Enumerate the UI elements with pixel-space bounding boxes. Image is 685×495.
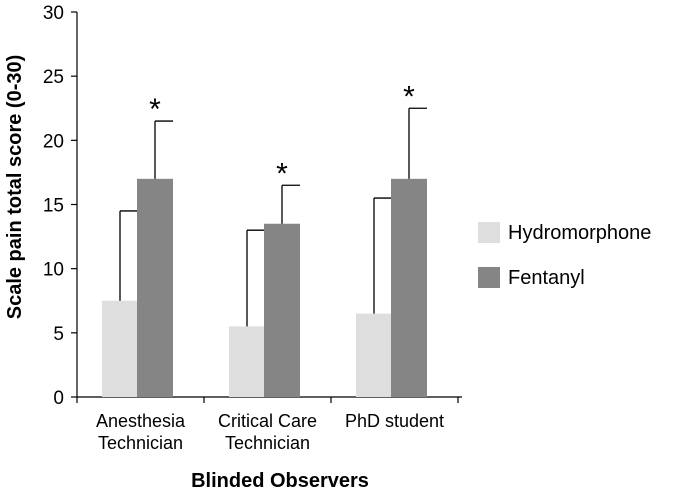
- bar-fentanyl: [391, 178, 427, 397]
- legend-label-hydromorphone: Hydromorphone: [508, 222, 651, 244]
- category-label: Technician: [225, 433, 310, 453]
- category-label: Technician: [98, 433, 183, 453]
- bar-hydromorphone: [356, 313, 392, 397]
- legend-swatch-hydromorphone: [478, 222, 500, 243]
- category-label: PhD student: [345, 411, 444, 431]
- legend-label-fentanyl: Fentanyl: [508, 267, 585, 289]
- y-tick-label: 15: [43, 196, 64, 217]
- y-tick-label: 30: [43, 3, 64, 24]
- y-tick-label: 0: [53, 388, 64, 409]
- significance-marker: *: [403, 80, 415, 113]
- bar-fentanyl: [137, 178, 173, 397]
- y-tick-label: 10: [43, 260, 64, 281]
- y-tick-label: 5: [53, 324, 64, 345]
- y-tick-label: 20: [43, 131, 64, 152]
- bar-fentanyl: [264, 223, 300, 397]
- bar-hydromorphone: [102, 300, 138, 397]
- x-axis-title: Blinded Observers: [191, 470, 369, 492]
- bar-hydromorphone: [229, 326, 265, 397]
- category-label: Anesthesia: [96, 411, 186, 431]
- y-tick-label: 25: [43, 67, 64, 88]
- significance-marker: *: [276, 157, 288, 190]
- y-axis-title: Scale pain total score (0-30): [4, 55, 26, 320]
- bars: * * *: [102, 80, 427, 397]
- legend: Hydromorphone Fentanyl: [478, 222, 651, 289]
- significance-marker: *: [149, 93, 161, 126]
- category-label: Critical Care: [218, 411, 317, 431]
- legend-swatch-fentanyl: [478, 267, 500, 288]
